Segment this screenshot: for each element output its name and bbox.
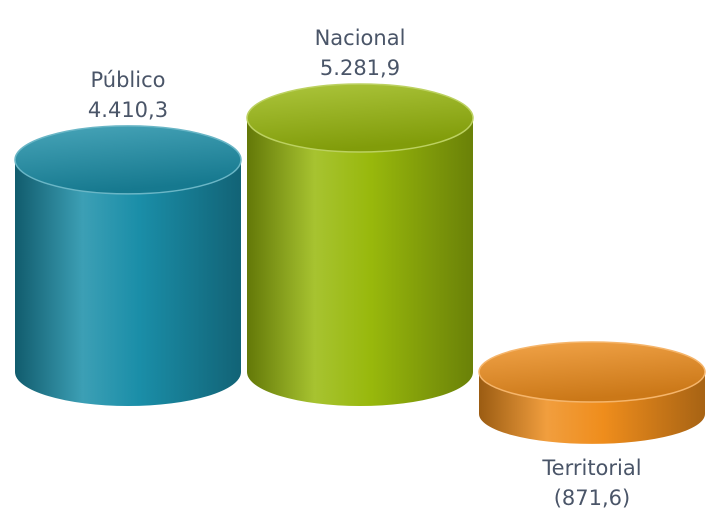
cylinder-body: [15, 159, 241, 406]
value-label: (871,6): [554, 486, 631, 510]
cylinder-body: [247, 118, 473, 406]
value-label: 5.281,9: [320, 56, 400, 80]
cylinder-top: [246, 83, 474, 153]
category-label: Territorial: [541, 456, 641, 480]
category-label: Público: [91, 68, 166, 92]
cylinder-top: [14, 125, 242, 195]
value-label: 4.410,3: [88, 98, 168, 122]
cylinder-top: [478, 341, 706, 403]
category-label: Nacional: [315, 26, 406, 50]
